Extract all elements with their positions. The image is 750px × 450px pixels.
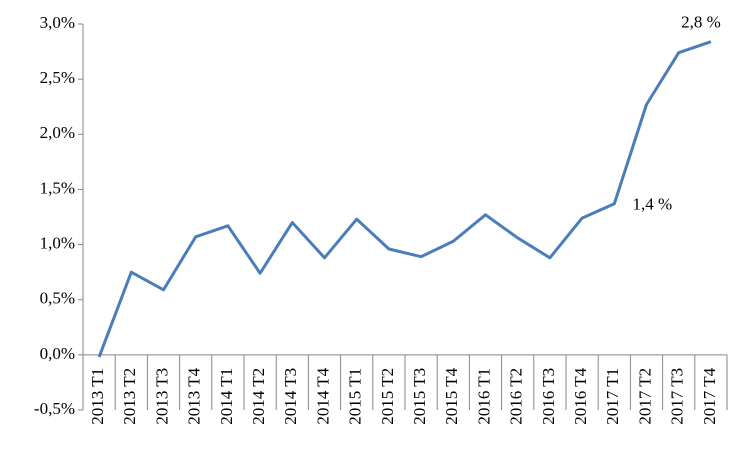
y-tick-label: 1,0% bbox=[40, 233, 75, 252]
x-tick-label: 2016 T4 bbox=[571, 367, 590, 424]
x-tick-label: 2017 T3 bbox=[668, 368, 687, 425]
x-tick-label: 2014 T4 bbox=[313, 367, 332, 424]
x-tick-label: 2016 T3 bbox=[539, 368, 558, 425]
x-tick-label: 2015 T1 bbox=[346, 368, 365, 425]
data-label: 1,4 % bbox=[632, 195, 672, 214]
x-tick-label: 2013 T2 bbox=[120, 368, 139, 425]
y-tick-label: 0,0% bbox=[40, 344, 75, 363]
x-tick-label: 2013 T3 bbox=[152, 368, 171, 425]
x-tick-label: 2014 T3 bbox=[281, 368, 300, 425]
x-tick-label: 2015 T3 bbox=[410, 368, 429, 425]
x-tick-label: 2017 T2 bbox=[635, 368, 654, 425]
x-tick-label: 2016 T1 bbox=[474, 368, 493, 425]
y-tick-label: 0,5% bbox=[40, 289, 75, 308]
y-tick-label: 1,5% bbox=[40, 178, 75, 197]
x-tick-label: 2014 T2 bbox=[249, 368, 268, 425]
x-tick-label: 2015 T2 bbox=[378, 368, 397, 425]
y-tick-label: 2,5% bbox=[40, 68, 75, 87]
x-tick-label: 2014 T1 bbox=[217, 368, 236, 425]
x-tick-label: 2013 T4 bbox=[185, 367, 204, 424]
x-tick-label: 2017 T1 bbox=[603, 368, 622, 425]
line-series bbox=[97, 40, 712, 358]
y-tick-label: 2,0% bbox=[40, 123, 75, 142]
y-tick-label: 3,0% bbox=[40, 13, 75, 32]
data-label: 2,8 % bbox=[681, 13, 721, 32]
x-tick-label: 2015 T4 bbox=[442, 367, 461, 424]
x-tick-label: 2013 T1 bbox=[88, 368, 107, 425]
y-tick-label: -0,5% bbox=[34, 399, 75, 418]
x-tick-label: 2016 T2 bbox=[507, 368, 526, 425]
x-tick-label: 2017 T4 bbox=[700, 367, 719, 424]
